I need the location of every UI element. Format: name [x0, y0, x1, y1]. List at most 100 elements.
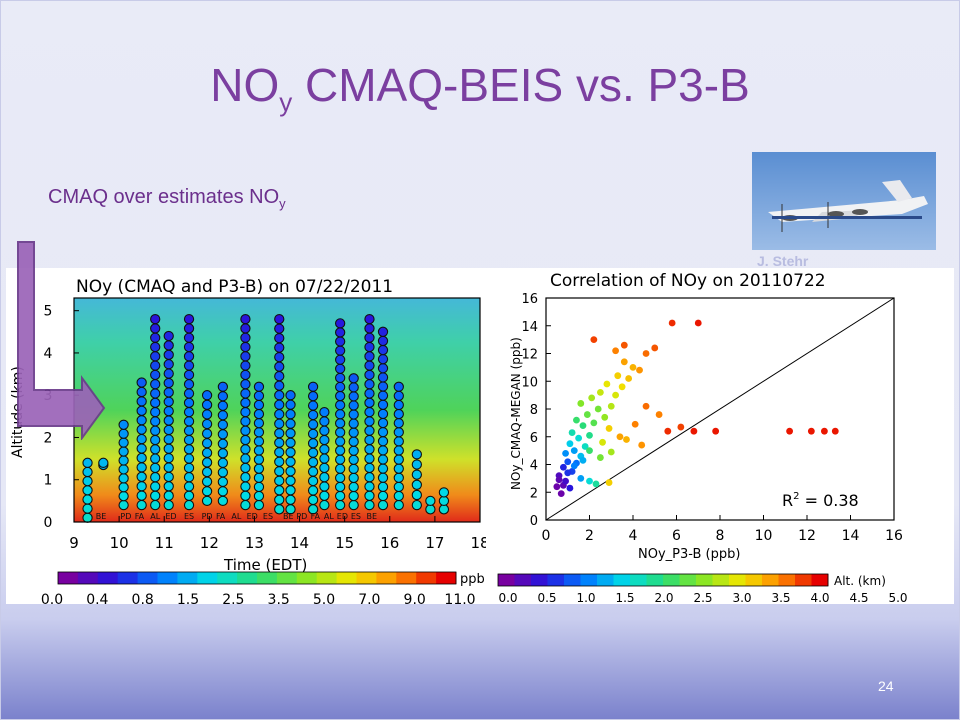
callout-arrow	[17, 241, 106, 440]
profile-point	[319, 472, 330, 483]
colorbar-swatch	[811, 574, 829, 586]
colorbar-swatch	[97, 572, 119, 584]
profile-point	[348, 481, 359, 493]
profile-point	[377, 390, 389, 401]
profile-point	[393, 381, 404, 392]
y-tick-label: 0	[530, 514, 538, 529]
x-tick-label: 12	[798, 528, 816, 544]
profile-point	[150, 313, 161, 325]
profile-point	[82, 512, 93, 523]
colorbar-swatch	[646, 574, 664, 586]
profile-point	[377, 426, 389, 438]
profile-point	[183, 397, 195, 408]
profile-point	[274, 342, 285, 353]
profile-point	[136, 481, 147, 492]
profile-point	[393, 472, 404, 483]
profile-point	[136, 415, 147, 426]
profile-point	[136, 433, 147, 445]
colorbar-tick: 7.0	[358, 592, 380, 604]
scatter-point	[677, 423, 685, 431]
profile-point	[240, 341, 251, 353]
scatter-point	[555, 476, 563, 484]
colorbar-swatch	[745, 574, 763, 586]
profile-point	[163, 415, 174, 426]
colorbar-swatch	[729, 574, 746, 586]
airport-label: AL	[324, 512, 334, 521]
profile-point	[183, 444, 195, 455]
airport-label: BE	[96, 512, 107, 521]
x-tick-label: 16	[380, 534, 399, 552]
scatter-point	[568, 429, 576, 436]
profile-point	[150, 499, 161, 511]
profile-point	[183, 332, 195, 343]
left-chart-xlabel: Time (EDT)	[223, 556, 307, 574]
profile-point	[118, 464, 129, 475]
x-tick-label: 12	[200, 534, 219, 552]
profile-point	[201, 418, 213, 430]
scatter-point	[807, 427, 815, 435]
profile-point	[364, 481, 375, 492]
profile-point	[348, 409, 359, 420]
profile-point	[335, 499, 346, 511]
profile-point	[240, 369, 251, 381]
x-tick-label: 17	[425, 534, 444, 552]
profile-point	[438, 487, 450, 498]
y-tick-label: 10	[521, 375, 538, 390]
x-tick-label: 18	[470, 534, 486, 552]
profile-point	[377, 354, 389, 365]
scatter-point	[596, 388, 604, 396]
profile-point	[285, 428, 296, 439]
bullet-text: CMAQ over estimates NOy	[48, 186, 286, 211]
profile-point	[163, 499, 174, 511]
profile-point	[307, 485, 319, 496]
profile-point	[274, 475, 285, 486]
scatter-point	[586, 431, 593, 439]
profile-point	[274, 428, 285, 439]
profile-point	[240, 425, 251, 436]
profile-point	[201, 399, 213, 410]
profile-point	[163, 452, 174, 464]
left-chart-title: NOy (CMAQ and P3-B) on 07/22/2011	[76, 277, 393, 297]
profile-point	[240, 379, 251, 390]
right-chart-xlabel: NOy_P3-B (ppb)	[638, 547, 740, 562]
profile-point	[82, 503, 93, 514]
scatter-point	[616, 433, 624, 441]
y-tick-label: 0	[44, 515, 53, 531]
airport-label: FA	[311, 512, 321, 521]
profile-point	[393, 463, 404, 474]
colorbar-swatch	[376, 572, 397, 584]
profile-point	[438, 504, 450, 515]
airport-label: FA	[216, 512, 226, 521]
profile-point	[348, 472, 359, 484]
profile-point	[183, 499, 195, 511]
profile-point	[183, 388, 195, 399]
profile-point	[82, 485, 93, 496]
colorbar-tick: 5.0	[888, 591, 907, 604]
colorbar-swatch	[177, 572, 198, 584]
profile-point	[274, 352, 285, 363]
y-tick-label: 6	[530, 431, 538, 446]
profile-point	[217, 419, 229, 430]
profile-point	[163, 377, 174, 389]
profile-point	[364, 444, 375, 455]
scatter-point	[553, 483, 561, 491]
scatter-point	[629, 363, 637, 371]
profile-point	[393, 454, 404, 465]
x-tick-label: 14	[290, 534, 309, 552]
profile-point	[240, 481, 251, 492]
colorbar-tick: 5.0	[313, 592, 335, 604]
y-tick-label: 5	[44, 304, 53, 320]
colorbar-swatch	[58, 572, 79, 584]
scatter-point	[620, 341, 628, 349]
profile-point	[217, 410, 229, 421]
profile-point	[364, 313, 375, 325]
profile-point	[217, 381, 229, 392]
profile-point	[393, 427, 404, 438]
profile-point	[163, 330, 174, 342]
profile-point	[183, 416, 195, 427]
profile-point	[285, 390, 296, 401]
one-to-one-line	[545, 297, 895, 521]
profile-point	[274, 447, 285, 458]
profile-point	[285, 466, 296, 477]
profile-point	[274, 361, 285, 372]
